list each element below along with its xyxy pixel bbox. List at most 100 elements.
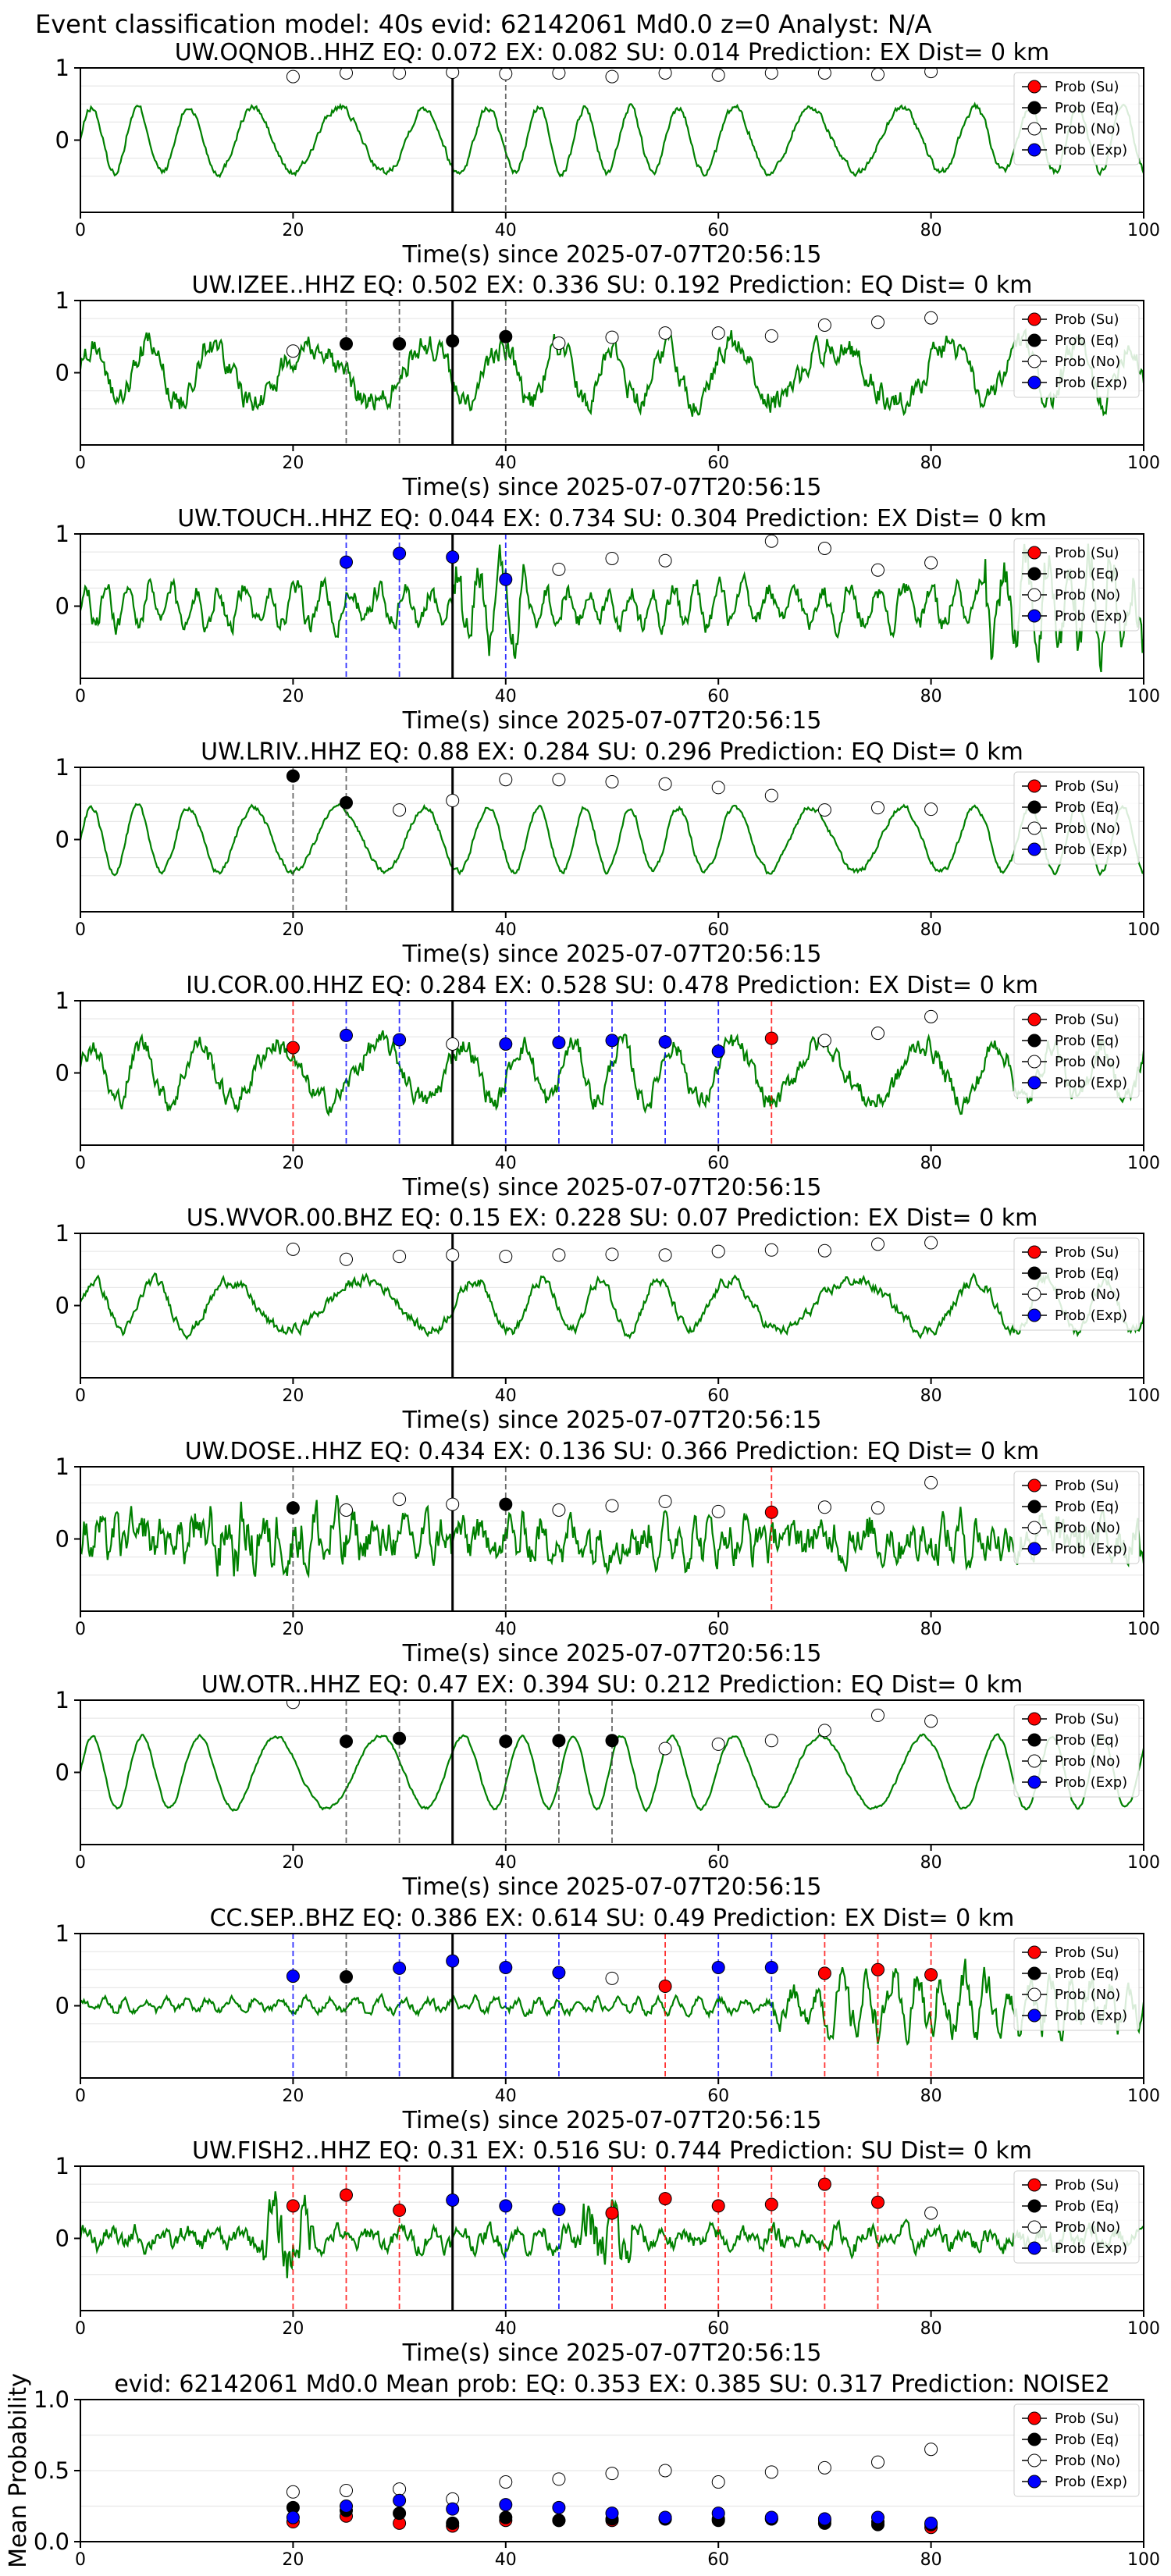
- probability-marker: [924, 1475, 938, 1489]
- probability-marker: [552, 336, 566, 350]
- x-tick-label: 20: [282, 687, 304, 706]
- mean-probability-marker: [393, 2493, 407, 2507]
- waveform-trace: [80, 543, 1144, 673]
- chart-panel: UW.DOSE..HHZ EQ: 0.434 EX: 0.136 SU: 0.3…: [55, 1438, 1160, 1667]
- y-tick-label: 1: [55, 55, 69, 81]
- y-tick-label: 0: [55, 1060, 69, 1087]
- x-tick-label: 100: [1127, 1154, 1160, 1173]
- legend-marker: [1027, 779, 1041, 793]
- legend-label: Prob (Eq): [1055, 1265, 1119, 1282]
- probability-marker: [499, 1735, 513, 1749]
- x-tick-label: 80: [920, 2319, 942, 2339]
- mean-probability-marker: [340, 2500, 353, 2513]
- probability-marker: [499, 68, 513, 80]
- mean-probability-marker: [711, 2507, 725, 2521]
- mean-probability-marker: [286, 2510, 300, 2524]
- legend-marker: [1027, 1521, 1041, 1535]
- x-tick-label: 60: [707, 221, 729, 240]
- legend-label: Prob (Exp): [1055, 1308, 1127, 1324]
- x-tick-label: 20: [282, 1154, 304, 1173]
- probability-marker: [658, 1494, 672, 1508]
- x-tick-label: 20: [282, 2319, 304, 2339]
- legend-label: Prob (Su): [1055, 1711, 1119, 1727]
- axes-frame: [80, 300, 1144, 446]
- probability-marker: [924, 1714, 938, 1728]
- probability-marker: [393, 2203, 407, 2217]
- probability-marker: [871, 801, 884, 815]
- probability-marker: [340, 1503, 353, 1517]
- legend-label: Prob (Eq): [1055, 1033, 1119, 1049]
- legend-label: Prob (Eq): [1055, 333, 1119, 349]
- probability-marker: [393, 1731, 407, 1745]
- x-tick-label: 0: [75, 1620, 86, 1639]
- x-tick-label: 40: [495, 1853, 517, 1873]
- x-tick-label: 100: [1127, 1853, 1160, 1873]
- panels-container: UW.OQNOB..HHZ EQ: 0.072 EX: 0.082 SU: 0.…: [5, 39, 1160, 2570]
- probability-marker: [552, 2203, 566, 2216]
- waveform-trace: [80, 101, 1144, 179]
- legend-marker: [1027, 1775, 1041, 1789]
- probability-marker: [605, 1247, 619, 1261]
- mean-probability-marker: [393, 2507, 407, 2521]
- panel-content: [80, 1233, 1144, 1378]
- legend-marker: [1027, 2411, 1041, 2425]
- mean-probability-marker: [871, 2455, 884, 2469]
- legend-label: Prob (Eq): [1055, 1499, 1119, 1515]
- legend-box: [1013, 1937, 1140, 2031]
- x-tick-label: 40: [495, 454, 517, 473]
- legend-marker: [1027, 1500, 1041, 1514]
- legend-label: Prob (No): [1055, 1987, 1120, 2003]
- probability-marker: [393, 1250, 407, 1264]
- panel-content: [80, 2400, 1144, 2535]
- probability-marker: [446, 1037, 460, 1051]
- x-axis-label: Time(s) since 2025-07-07T20:56:15: [402, 1640, 822, 1667]
- y-tick-label: 0: [55, 827, 69, 853]
- chart-panel: US.WVOR.00.BHZ EQ: 0.15 EX: 0.228 SU: 0.…: [55, 1204, 1160, 1434]
- x-axis-label: Time(s) since 2025-07-07T20:56:15: [402, 474, 822, 501]
- probability-marker: [340, 1735, 353, 1749]
- probability-marker: [393, 68, 407, 80]
- waveform-trace: [80, 1959, 1144, 2046]
- mean-probability-marker: [711, 2475, 725, 2489]
- probability-marker: [446, 1954, 460, 1968]
- y-tick-label: 1: [55, 987, 69, 1014]
- legend-label: Prob (Eq): [1055, 2198, 1119, 2215]
- probability-marker: [286, 769, 300, 783]
- probability-marker: [711, 1044, 725, 1059]
- legend-label: Prob (Exp): [1055, 375, 1127, 391]
- probability-marker: [711, 326, 725, 340]
- x-tick-label: 40: [495, 1620, 517, 1639]
- legend-marker: [1027, 122, 1041, 136]
- legend-label: Prob (Su): [1055, 2177, 1119, 2194]
- x-axis-label: Time(s) since 2025-07-07T20:56:15: [402, 2107, 822, 2134]
- legend-label: Prob (No): [1055, 1520, 1120, 1536]
- legend-label: Prob (Exp): [1055, 608, 1127, 624]
- legend-marker: [1027, 1034, 1041, 1048]
- panel-title: IU.COR.00.HHZ EQ: 0.284 EX: 0.528 SU: 0.…: [186, 972, 1038, 999]
- legend-marker: [1027, 567, 1041, 581]
- y-tick-label: 1: [55, 754, 69, 781]
- probability-marker: [711, 68, 725, 82]
- probability-marker: [764, 68, 778, 80]
- legend-label: Prob (No): [1055, 2453, 1120, 2469]
- legend-label: Prob (Exp): [1055, 142, 1127, 158]
- legend-marker: [1027, 354, 1041, 368]
- y-tick-label: 1: [55, 1453, 69, 1480]
- y-tick-label: 1: [55, 1920, 69, 1947]
- legend-label: Prob (Su): [1055, 1478, 1119, 1494]
- probability-marker: [764, 1031, 778, 1045]
- legend-marker: [1027, 375, 1041, 390]
- legend-marker: [1027, 1308, 1041, 1322]
- x-axis-label: Time(s) since 2025-07-07T20:56:15: [402, 707, 822, 735]
- x-tick-label: 0: [75, 454, 86, 473]
- mean-probability-marker: [552, 2472, 566, 2486]
- legend-box: [1013, 72, 1140, 165]
- mean-probability-marker: [658, 2510, 672, 2524]
- legend-marker: [1027, 1987, 1041, 2001]
- probability-marker: [340, 68, 353, 80]
- chart-panel: UW.FISH2..HHZ EQ: 0.31 EX: 0.516 SU: 0.7…: [55, 2137, 1160, 2367]
- probability-marker: [871, 1962, 884, 1976]
- probability-marker: [658, 1248, 672, 1262]
- x-tick-label: 60: [707, 1154, 729, 1173]
- legend-marker: [1027, 821, 1041, 835]
